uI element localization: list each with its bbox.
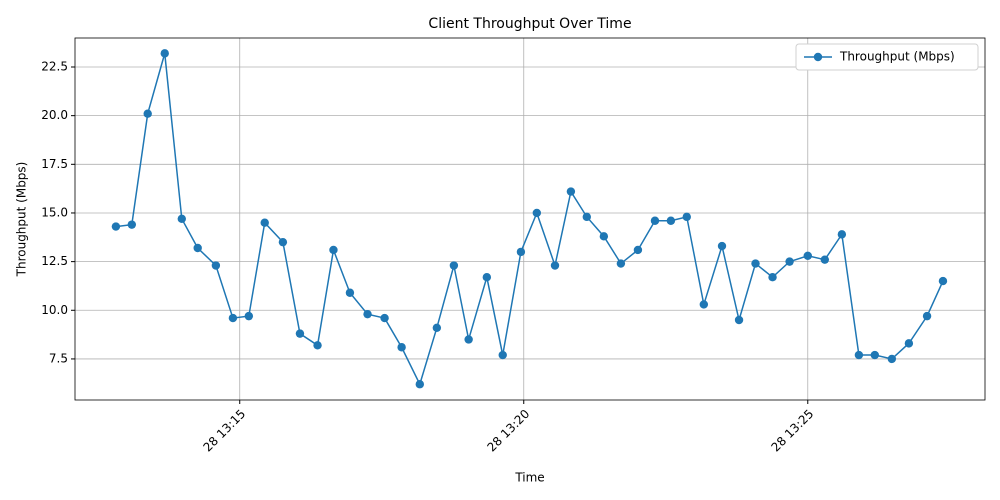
y-axis-label: Throughput (Mbps) xyxy=(15,162,29,278)
data-point xyxy=(682,212,691,222)
data-point xyxy=(768,272,777,282)
x-tick-label: 28 13:20 xyxy=(484,407,532,455)
x-tick-label: 28 13:15 xyxy=(200,407,248,455)
data-point xyxy=(278,237,288,247)
data-point xyxy=(397,343,406,352)
data-point xyxy=(820,255,830,264)
data-point xyxy=(904,339,914,348)
data-point xyxy=(260,218,269,227)
data-point xyxy=(870,350,880,360)
x-tick-label: 28 13:25 xyxy=(769,407,817,455)
data-point xyxy=(666,216,676,225)
data-point xyxy=(228,313,238,323)
data-point xyxy=(127,220,137,229)
y-tick-label: 15.0 xyxy=(41,205,68,219)
data-point xyxy=(938,276,948,286)
data-point xyxy=(464,335,473,344)
data-point xyxy=(143,109,152,118)
data-point xyxy=(211,261,221,270)
data-point xyxy=(363,309,372,319)
data-point xyxy=(717,241,727,251)
legend-box xyxy=(795,43,979,71)
data-point xyxy=(699,300,709,309)
data-point xyxy=(345,288,355,297)
data-point xyxy=(498,350,507,360)
chart-title: Client Throughput Over Time xyxy=(428,16,631,32)
y-tick-label: 20.0 xyxy=(41,108,68,122)
data-point xyxy=(785,257,794,266)
data-point xyxy=(432,323,442,332)
data-point xyxy=(329,245,338,255)
data-point xyxy=(803,251,812,260)
data-point xyxy=(633,245,643,255)
data-point xyxy=(415,380,425,389)
legend-marker xyxy=(813,52,823,62)
data-point xyxy=(532,208,542,218)
data-point xyxy=(854,350,864,360)
data-point xyxy=(449,261,459,270)
data-point xyxy=(516,247,526,257)
data-point xyxy=(922,311,932,321)
y-tick-label: 17.5 xyxy=(41,157,68,171)
data-point xyxy=(734,315,744,325)
y-tick-label: 7.5 xyxy=(49,351,68,365)
data-point xyxy=(482,272,492,282)
data-point xyxy=(244,311,254,321)
data-point xyxy=(295,329,305,338)
data-point xyxy=(380,313,389,323)
y-tick-label: 22.5 xyxy=(41,59,68,73)
data-point xyxy=(599,232,609,241)
data-point xyxy=(177,214,186,224)
data-point xyxy=(550,261,560,270)
data-point xyxy=(837,230,847,239)
data-point xyxy=(582,212,592,222)
data-point xyxy=(616,259,626,268)
data-point xyxy=(566,187,576,196)
plot-frame xyxy=(74,37,986,401)
data-point xyxy=(193,243,202,253)
data-point xyxy=(887,354,897,364)
y-tick-label: 12.5 xyxy=(41,254,68,268)
x-axis-label: Time xyxy=(514,471,544,485)
legend-label: Throughput (Mbps) xyxy=(839,50,955,64)
data-point xyxy=(751,259,760,268)
data-point xyxy=(160,49,169,58)
data-point xyxy=(313,341,322,350)
data-point xyxy=(650,216,660,225)
data-point xyxy=(111,222,121,231)
y-tick-label: 10.0 xyxy=(41,303,68,317)
